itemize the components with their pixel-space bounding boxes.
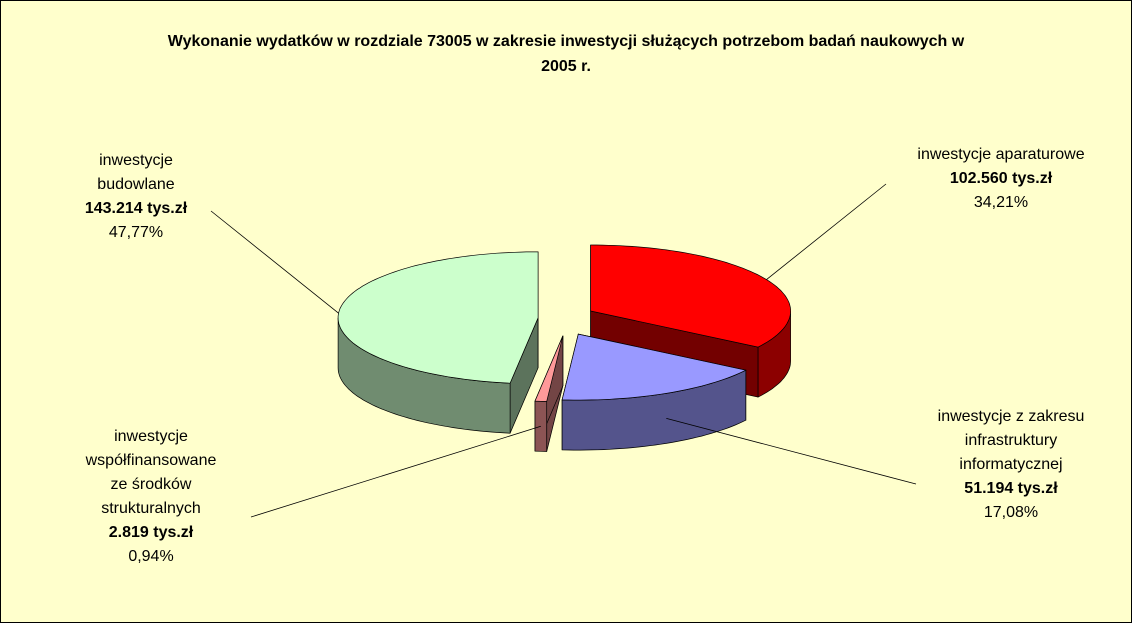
slice xyxy=(590,244,791,348)
leader-line xyxy=(666,417,917,485)
chart-title: Wykonanie wydatków w rozdziale 73005 w z… xyxy=(167,33,965,75)
percent-label: 17,08% xyxy=(983,504,1039,521)
data-label: inwestycje budowlane 143.214 tys.zł 47,77% xyxy=(71,149,201,245)
percent-label: 0,94% xyxy=(128,548,174,565)
percent-label: 47,77% xyxy=(108,224,164,241)
amount-label: 2.819 tys.zł xyxy=(108,524,194,541)
leader-line xyxy=(210,210,339,314)
amount-label: 143.214 tys.zł xyxy=(84,200,188,217)
percent-label: 34,21% xyxy=(973,194,1029,211)
data-label: inwestycje współfinansowane ze środków s… xyxy=(76,425,226,569)
category-label: inwestycje współfinansowane ze środków s… xyxy=(85,428,217,517)
slice xyxy=(534,335,564,402)
slice xyxy=(561,333,747,401)
amount-label: 102.560 tys.zł xyxy=(949,170,1053,187)
category-label: inwestycje z zakresu infrastruktury info… xyxy=(937,408,1085,473)
slice xyxy=(337,251,539,384)
category-label: inwestycje aparaturowe xyxy=(917,146,1085,163)
data-label: inwestycje aparaturowe 102.560 tys.zł 34,2… xyxy=(881,143,1121,215)
slice-side xyxy=(534,400,548,452)
category-label: inwestycje budowlane xyxy=(97,152,175,193)
data-label: inwestycje z zakresu infrastruktury info… xyxy=(921,405,1101,525)
amount-label: 51.194 tys.zł xyxy=(964,480,1058,497)
leader-line xyxy=(766,183,887,280)
leader-line xyxy=(250,425,541,518)
